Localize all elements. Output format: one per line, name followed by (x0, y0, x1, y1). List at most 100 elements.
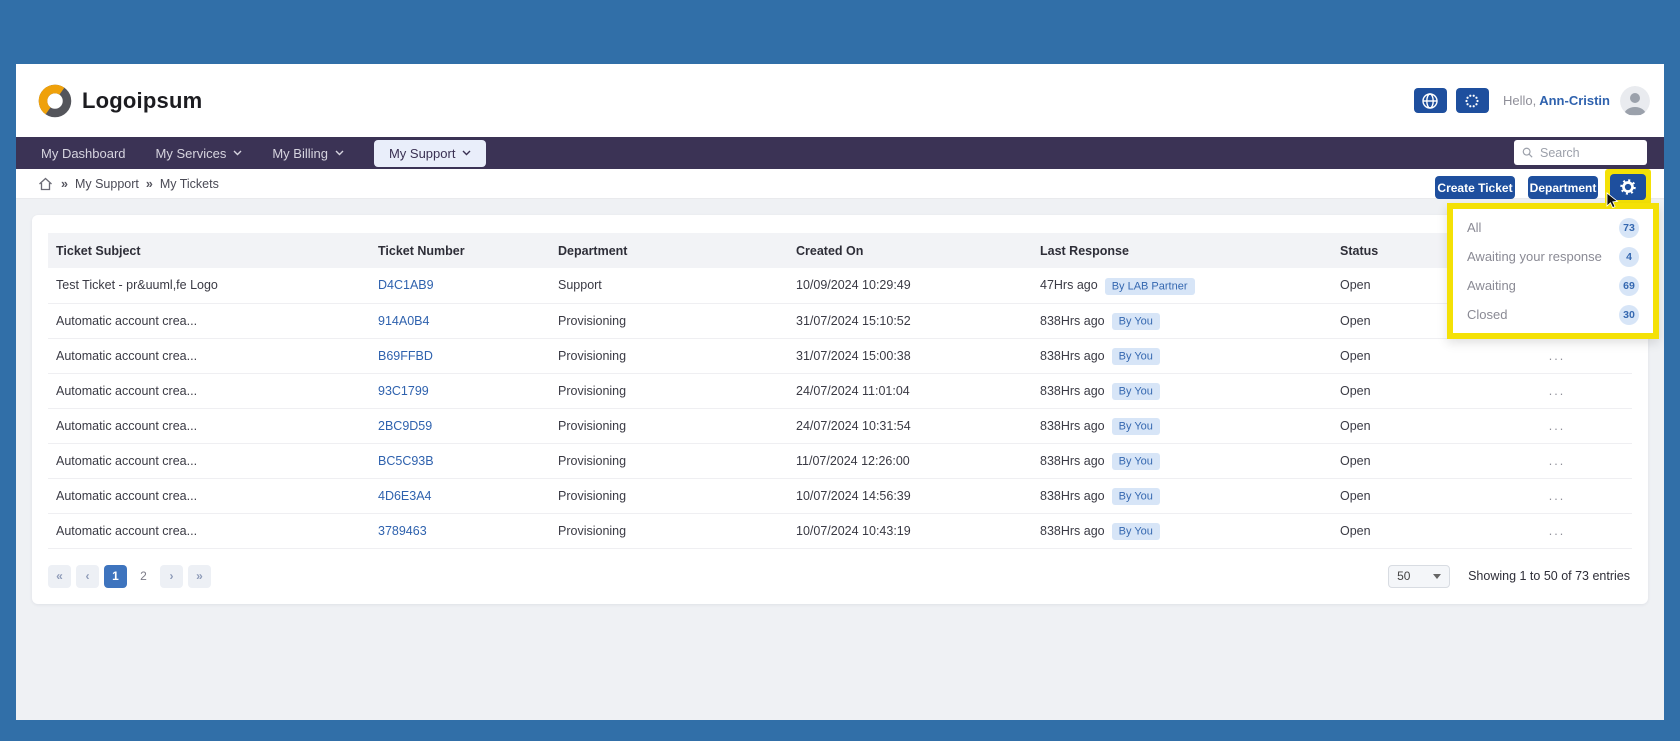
created-on-cell: 31/07/2024 15:00:38 (788, 338, 1032, 374)
nav-item-my-billing[interactable]: My Billing (272, 146, 344, 161)
table-row: Automatic account crea... 93C1799 Provisio… (48, 373, 1632, 409)
app-window: Logoipsum Hello, Ann-Cristin (16, 64, 1664, 720)
actions-cell: ... (1482, 478, 1632, 514)
breadcrumb-item-my-tickets: My Tickets (159, 176, 219, 191)
table-row: Automatic account crea... 2BC9D59 Provisio… (48, 408, 1632, 444)
column-header-ticket-subject: Ticket Subject (48, 233, 370, 268)
last-response-time: 838Hrs ago (1040, 348, 1105, 363)
row-actions-ellipsis-icon[interactable]: ... (1548, 453, 1566, 468)
created-on-cell: 24/07/2024 11:01:04 (788, 373, 1032, 409)
actions-cell: ... (1482, 443, 1632, 479)
top-bar: Logoipsum Hello, Ann-Cristin (16, 64, 1664, 137)
ticket-number-link[interactable]: B69FFBD (378, 348, 433, 363)
created-on-cell: 31/07/2024 15:10:52 (788, 303, 1032, 339)
last-response-cell: 838Hrs ago By You (1032, 478, 1332, 514)
row-actions-ellipsis-icon[interactable]: ... (1548, 523, 1566, 538)
ticket-number-cell: 4D6E3A4 (370, 478, 550, 514)
filter-count-badge: 73 (1619, 217, 1639, 238)
nav-item-my-support[interactable]: My Support (373, 139, 487, 167)
column-header-department: Department (550, 233, 788, 268)
home-icon[interactable] (38, 177, 53, 191)
avatar[interactable] (1620, 85, 1650, 116)
status-cell: Open (1332, 443, 1482, 479)
avatar-icon (1620, 85, 1650, 116)
ticket-subject-cell: Test Ticket - pr&uuml,fe Logo (48, 268, 370, 304)
filter-option-awaiting-your-response[interactable]: Awaiting your response 4 (1453, 242, 1653, 271)
nav-item-label: My Services (155, 145, 227, 161)
response-by-badge: By You (1111, 348, 1160, 365)
last-response-time: 838Hrs ago (1040, 523, 1105, 538)
nav-item-my-dashboard[interactable]: My Dashboard (41, 146, 126, 161)
filter-option-label: All (1467, 220, 1482, 235)
response-by-badge: By You (1111, 313, 1160, 330)
filter-option-awaiting[interactable]: Awaiting 69 (1453, 271, 1653, 300)
last-response-cell: 47Hrs ago By LAB Partner (1032, 268, 1332, 304)
page-size-select[interactable]: 50 (1388, 564, 1451, 588)
pagination: «‹ 1 2 ›» (48, 564, 211, 588)
search-box (1514, 140, 1647, 165)
page-size-value: 50 (1397, 569, 1411, 583)
last-response-cell: 838Hrs ago By You (1032, 408, 1332, 444)
user-name: Ann-Cristin (1539, 93, 1610, 108)
create-ticket-button[interactable]: Create Ticket (1435, 176, 1515, 199)
ticket-number-link[interactable]: 3789463 (378, 523, 427, 538)
department-button[interactable]: Department (1528, 176, 1598, 199)
filter-option-closed[interactable]: Closed 30 (1453, 300, 1653, 329)
ticket-number-link[interactable]: 914A0B4 (378, 313, 430, 328)
logo[interactable]: Logoipsum (38, 84, 202, 118)
ticket-subject-cell: Automatic account crea... (48, 408, 370, 444)
created-on-cell: 24/07/2024 10:31:54 (788, 408, 1032, 444)
nav-item-my-services[interactable]: My Services (156, 146, 243, 161)
highlight-box-gear (1605, 169, 1651, 205)
ticket-number-cell: 914A0B4 (370, 303, 550, 339)
pagination-first-button[interactable]: « (48, 564, 71, 588)
chevron-down-icon (335, 150, 344, 156)
filter-option-all[interactable]: All 73 (1453, 213, 1653, 242)
row-actions-ellipsis-icon[interactable]: ... (1548, 383, 1566, 398)
row-actions-ellipsis-icon[interactable]: ... (1548, 488, 1566, 503)
row-actions-ellipsis-icon[interactable]: ... (1548, 348, 1566, 363)
page-body: Ticket Subject Ticket Number Department Cre… (16, 199, 1664, 620)
ticket-number-link[interactable]: 2BC9D59 (378, 418, 433, 433)
ticket-number-link[interactable]: 4D6E3A4 (378, 488, 432, 503)
pagination-next-button[interactable]: › (160, 564, 183, 588)
pagination-last-button[interactable]: » (188, 564, 211, 588)
last-response-time: 47Hrs ago (1040, 278, 1098, 293)
logo-text: Logoipsum (82, 87, 203, 113)
row-actions-ellipsis-icon[interactable]: ... (1548, 418, 1566, 433)
response-by-badge: By You (1111, 418, 1160, 435)
status-cell: Open (1332, 513, 1482, 549)
department-cell: Provisioning (550, 408, 788, 444)
department-cell: Provisioning (550, 373, 788, 409)
gear-icon (1620, 179, 1636, 195)
tickets-card: Ticket Subject Ticket Number Department Cre… (32, 215, 1648, 604)
status-cell: Open (1332, 338, 1482, 374)
table-row: Automatic account crea... 914A0B4 Provisio… (48, 303, 1632, 339)
language-globe-button[interactable] (1413, 88, 1447, 113)
filter-count-badge: 69 (1619, 275, 1639, 296)
last-response-time: 838Hrs ago (1040, 453, 1105, 468)
actions-cell: ... (1482, 513, 1632, 549)
column-header-created-on: Created On (788, 233, 1032, 268)
ticket-number-link[interactable]: D4C1AB9 (378, 278, 434, 293)
nav-item-label: My Dashboard (41, 145, 126, 161)
department-cell: Provisioning (550, 338, 788, 374)
search-input[interactable] (1540, 145, 1639, 160)
ticket-number-link[interactable]: 93C1799 (378, 383, 429, 398)
pagination-page-1[interactable]: 1 (104, 564, 127, 588)
eu-flag-button[interactable] (1455, 88, 1489, 113)
ticket-number-link[interactable]: BC5C93B (378, 453, 434, 468)
table-footer: «‹ 1 2 ›» 50 Showing 1 to 50 of 73 entries (48, 549, 1632, 604)
ticket-number-cell: 93C1799 (370, 373, 550, 409)
ticket-number-cell: 2BC9D59 (370, 408, 550, 444)
actions-cell: ... (1482, 373, 1632, 409)
chevron-down-icon (462, 150, 471, 156)
caret-down-icon (1433, 573, 1442, 579)
breadcrumb-item-my-support[interactable]: My Support (74, 176, 139, 191)
settings-gear-button[interactable] (1610, 174, 1646, 200)
pagination-page-2[interactable]: 2 (132, 565, 155, 588)
last-response-time: 838Hrs ago (1040, 488, 1105, 503)
pagination-prev-button[interactable]: ‹ (76, 564, 99, 588)
last-response-time: 838Hrs ago (1040, 313, 1105, 328)
last-response-cell: 838Hrs ago By You (1032, 303, 1332, 339)
